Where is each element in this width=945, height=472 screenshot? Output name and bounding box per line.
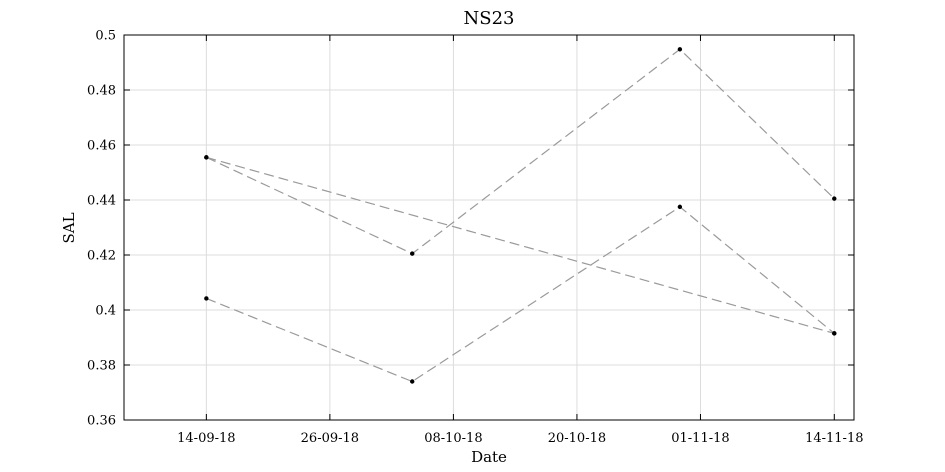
y-axis-label: SAL (60, 212, 78, 243)
data-point-s1-2 (677, 47, 683, 52)
y-tick-label-5: 0.46 (87, 139, 116, 154)
data-point-s1-1 (410, 251, 415, 256)
y-tick-label-2: 0.4 (95, 304, 116, 319)
x-tick-label-0: 14-09-18 (177, 431, 235, 446)
data-point-s2-2 (677, 204, 683, 210)
x-tick-label-5: 14-11-18 (805, 431, 863, 446)
x-tick-label-4: 01-11-18 (671, 431, 729, 446)
data-point-s2-0 (204, 296, 209, 301)
series-line-0 (206, 156, 835, 334)
data-point-s1-0 (204, 155, 209, 160)
x-axis-label: Date (471, 448, 507, 466)
y-tick-label-1: 0.38 (87, 359, 116, 374)
x-tick-label-1: 26-09-18 (301, 431, 359, 446)
x-tick-label-2: 08-10-18 (424, 431, 482, 446)
series-lines (206, 48, 835, 383)
data-point-s2-1 (410, 379, 415, 384)
y-tick-label-7: 0.5 (95, 29, 116, 44)
data-point-s1-3 (832, 196, 837, 201)
y-tick-label-6: 0.48 (87, 84, 116, 99)
x-tick-label-3: 20-10-18 (548, 431, 606, 446)
plot-area-frame (123, 34, 855, 421)
data-points (204, 47, 837, 384)
series-line-2 (206, 206, 835, 383)
y-tick-label-4: 0.44 (87, 194, 116, 209)
axis-ticks (124, 34, 854, 421)
data-point-s2-3 (832, 331, 837, 336)
chart-title: NS23 (464, 8, 515, 29)
y-tick-label-3: 0.42 (87, 249, 116, 264)
y-tick-label-0: 0.36 (87, 414, 116, 429)
grid-lines (124, 34, 854, 421)
tick-labels: 14-09-18 26-09-18 08-10-18 20-10-18 01-11-18… (87, 29, 863, 447)
series-line-1 (206, 48, 835, 255)
